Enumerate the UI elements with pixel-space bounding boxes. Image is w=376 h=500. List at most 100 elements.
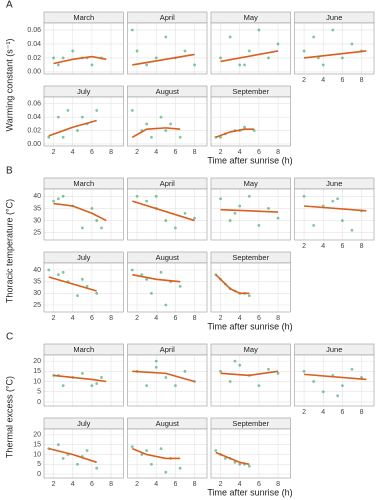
plot-border xyxy=(127,354,208,407)
plot-border xyxy=(43,188,124,241)
data-point xyxy=(135,194,139,198)
x-tick-label: 6 xyxy=(90,315,94,322)
x-tick-label: 4 xyxy=(321,409,325,416)
data-point xyxy=(90,63,94,67)
facet-title: May xyxy=(244,179,258,188)
data-point xyxy=(360,376,363,379)
plot-border xyxy=(210,96,291,147)
data-point xyxy=(169,122,173,126)
data-point xyxy=(238,204,242,208)
data-point xyxy=(267,56,270,60)
x-axis-title: Time after sunrise (h) xyxy=(207,155,292,165)
data-point xyxy=(61,384,65,387)
plot-border xyxy=(43,354,124,407)
panel-label: B xyxy=(6,166,13,177)
data-point xyxy=(145,449,149,452)
data-point xyxy=(276,371,280,375)
data-point xyxy=(100,226,103,230)
data-point xyxy=(178,466,182,470)
trend-line xyxy=(53,374,107,383)
plot-area xyxy=(294,355,374,406)
data-point xyxy=(95,291,99,295)
data-point xyxy=(154,359,158,363)
data-point xyxy=(183,49,187,53)
x-tick-label: 8 xyxy=(360,409,364,416)
plot-border xyxy=(210,428,291,479)
data-point xyxy=(140,453,144,456)
data-point xyxy=(219,197,222,201)
data-point xyxy=(61,56,65,60)
facet-title: May xyxy=(244,13,258,22)
x-tick-label: 2 xyxy=(52,481,56,488)
data-point xyxy=(331,28,335,32)
data-point xyxy=(228,35,232,39)
facet-title: April xyxy=(160,345,175,354)
y-tick-label: 10 xyxy=(33,378,41,385)
x-tick-label: 4 xyxy=(321,243,325,250)
x-tick-label: 4 xyxy=(238,149,242,156)
y-axis-title: Thoracic temperature (°C) xyxy=(4,199,14,303)
trend-line xyxy=(131,447,181,460)
x-tick-label: 4 xyxy=(321,77,325,84)
x-tick-label: 6 xyxy=(173,149,177,156)
data-point xyxy=(95,109,99,112)
x-tick-label: 4 xyxy=(71,149,75,156)
data-point xyxy=(164,35,168,39)
data-point xyxy=(219,56,222,60)
trend-line xyxy=(220,50,279,63)
data-point xyxy=(159,447,163,450)
y-tick-label: 0.02 xyxy=(27,127,41,134)
plot-area xyxy=(211,263,291,312)
data-point xyxy=(336,197,340,201)
data-point xyxy=(164,303,168,307)
data-point xyxy=(95,382,99,385)
x-tick-label: 8 xyxy=(360,243,364,250)
data-point xyxy=(312,224,316,227)
x-tick-label: 6 xyxy=(257,315,261,322)
plot-area xyxy=(127,97,207,146)
trend-line xyxy=(48,447,97,464)
trend-line xyxy=(215,274,250,295)
x-tick-label: 4 xyxy=(71,481,75,488)
trend-line xyxy=(53,202,107,222)
data-point xyxy=(233,460,237,464)
data-point xyxy=(66,109,70,112)
data-point xyxy=(145,199,149,203)
y-tick-label: 20 xyxy=(33,358,41,365)
x-tick-label: 2 xyxy=(302,409,306,416)
plot-border xyxy=(210,188,291,241)
trend-line xyxy=(131,127,181,138)
y-tick-label: 0.02 xyxy=(27,55,41,62)
data-point xyxy=(80,277,84,281)
y-tick-label: 0.04 xyxy=(27,114,41,121)
y-tick-label: 40 xyxy=(33,267,41,274)
data-point xyxy=(56,115,60,119)
data-point xyxy=(95,466,99,470)
x-tick-label: 6 xyxy=(173,315,177,322)
data-point xyxy=(247,464,251,468)
plot-area xyxy=(211,355,291,406)
x-tick-label: 2 xyxy=(135,149,139,156)
x-tick-label: 2 xyxy=(52,315,56,322)
data-point xyxy=(312,35,316,39)
data-point xyxy=(130,109,134,112)
data-point xyxy=(145,384,149,387)
data-point xyxy=(336,394,340,398)
data-point xyxy=(135,49,139,53)
data-point xyxy=(243,125,246,129)
trend-line xyxy=(215,128,255,139)
trend-line xyxy=(132,370,195,383)
x-tick-label: 8 xyxy=(193,149,197,156)
data-point xyxy=(228,219,232,222)
x-tick-label: 4 xyxy=(238,315,242,322)
y-tick-label: 5 xyxy=(37,389,41,396)
x-tick-label: 2 xyxy=(52,149,56,156)
x-tick-label: 8 xyxy=(360,77,364,84)
data-point xyxy=(90,207,94,210)
data-point xyxy=(247,294,251,298)
x-tick-label: 2 xyxy=(219,481,223,488)
x-tick-label: 4 xyxy=(154,149,158,156)
plot-border xyxy=(127,262,208,313)
data-point xyxy=(331,199,335,203)
trend-line xyxy=(220,370,279,377)
